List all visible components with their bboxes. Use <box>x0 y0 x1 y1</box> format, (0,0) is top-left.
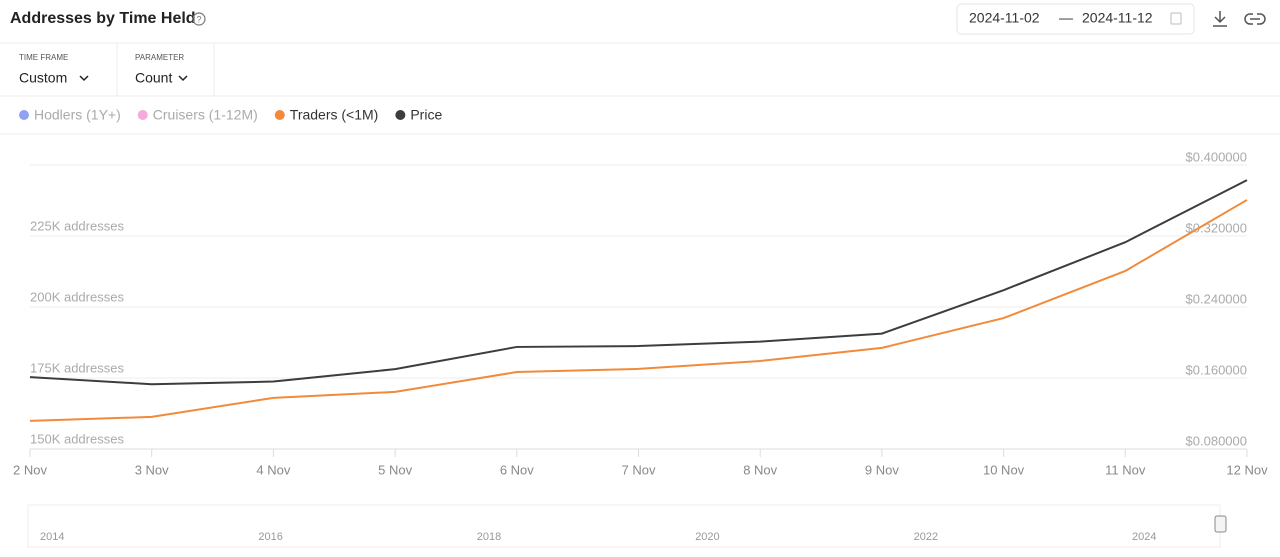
control-value[interactable]: Custom <box>19 70 67 86</box>
legend-label[interactable]: Hodlers (1Y+) <box>34 107 121 123</box>
navigator-handle[interactable] <box>1214 515 1227 533</box>
date-separator: — <box>1059 10 1073 26</box>
navigator-label: 2020 <box>695 531 719 543</box>
x-tick-label: 7 Nov <box>622 462 656 477</box>
x-tick-label: 11 Nov <box>1105 462 1146 477</box>
y-tick-label: 150K addresses <box>30 431 124 446</box>
download-icon[interactable] <box>1213 11 1227 27</box>
y-tick-label: 200K addresses <box>30 289 124 304</box>
x-tick-label: 5 Nov <box>378 462 412 477</box>
y-tick-label: 175K addresses <box>30 360 124 375</box>
dropdown-arrow <box>178 75 188 82</box>
calendar-icon[interactable] <box>1170 12 1182 25</box>
x-tick-label: 3 Nov <box>135 462 169 477</box>
control-value[interactable]: Count <box>135 70 172 86</box>
legend-label[interactable]: Traders (<1M) <box>290 107 379 123</box>
navigator-label: 2024 <box>1132 531 1156 543</box>
control-label: PARAMETER <box>135 53 184 62</box>
legend-label[interactable]: Cruisers (1-12M) <box>153 107 258 123</box>
dropdown-arrow <box>79 75 89 82</box>
y2-tick-label: $0.400000 <box>1186 149 1247 164</box>
link-icon[interactable] <box>1244 13 1266 25</box>
navigator-label: 2016 <box>258 531 282 543</box>
series-line <box>29 199 1248 422</box>
date-to: 2024-11-12 <box>1082 10 1153 26</box>
date-range[interactable] <box>956 3 1195 35</box>
legend-marker[interactable] <box>137 110 148 120</box>
navigator-label: 2018 <box>477 531 501 543</box>
y2-tick-label: $0.160000 <box>1186 362 1247 377</box>
x-tick-label: 4 Nov <box>256 462 290 477</box>
legend-marker[interactable] <box>19 110 29 120</box>
x-tick-label: 9 Nov <box>865 462 899 477</box>
help-mark: ? <box>196 14 201 24</box>
series-line <box>29 179 1248 386</box>
x-tick-label: 8 Nov <box>743 462 777 477</box>
navigator-label: 2014 <box>40 531 64 543</box>
legend-label[interactable]: Price <box>410 107 442 123</box>
x-tick-label: 2 Nov <box>13 462 47 477</box>
date-from: 2024-11-02 <box>969 10 1040 26</box>
y2-tick-label: $0.080000 <box>1186 433 1247 448</box>
help-icon[interactable] <box>192 12 206 26</box>
legend-marker[interactable] <box>395 110 406 120</box>
y2-tick-label: $0.240000 <box>1186 291 1247 306</box>
x-tick-label: 10 Nov <box>983 462 1025 477</box>
x-tick-label: 6 Nov <box>500 462 534 477</box>
control-label: TIME FRAME <box>19 53 68 62</box>
y-tick-label: 225K addresses <box>30 218 124 233</box>
legend-marker[interactable] <box>274 110 285 120</box>
navigator-label: 2022 <box>914 531 938 543</box>
y2-tick-label: $0.320000 <box>1186 220 1247 235</box>
title: Addresses by Time Held <box>10 10 196 27</box>
x-tick-label: 12 Nov <box>1226 462 1268 477</box>
navigator[interactable] <box>27 504 1221 548</box>
